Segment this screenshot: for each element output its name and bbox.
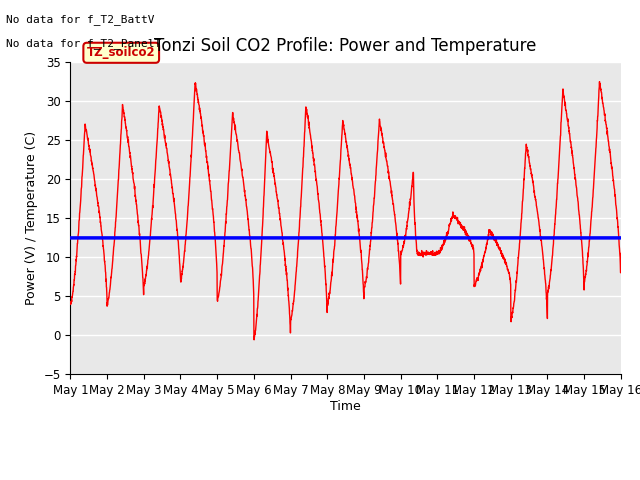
Y-axis label: Power (V) / Temperature (C): Power (V) / Temperature (C) [25, 132, 38, 305]
Text: TZ_soilco2: TZ_soilco2 [87, 46, 156, 59]
X-axis label: Time: Time [330, 400, 361, 413]
Text: No data for f_T2_PanelT: No data for f_T2_PanelT [6, 38, 162, 49]
Legend: CR23X Temperature, CR23X Voltage: CR23X Temperature, CR23X Voltage [181, 476, 510, 480]
Text: No data for f_T2_BattV: No data for f_T2_BattV [6, 14, 155, 25]
Title: Tonzi Soil CO2 Profile: Power and Temperature: Tonzi Soil CO2 Profile: Power and Temper… [154, 36, 537, 55]
